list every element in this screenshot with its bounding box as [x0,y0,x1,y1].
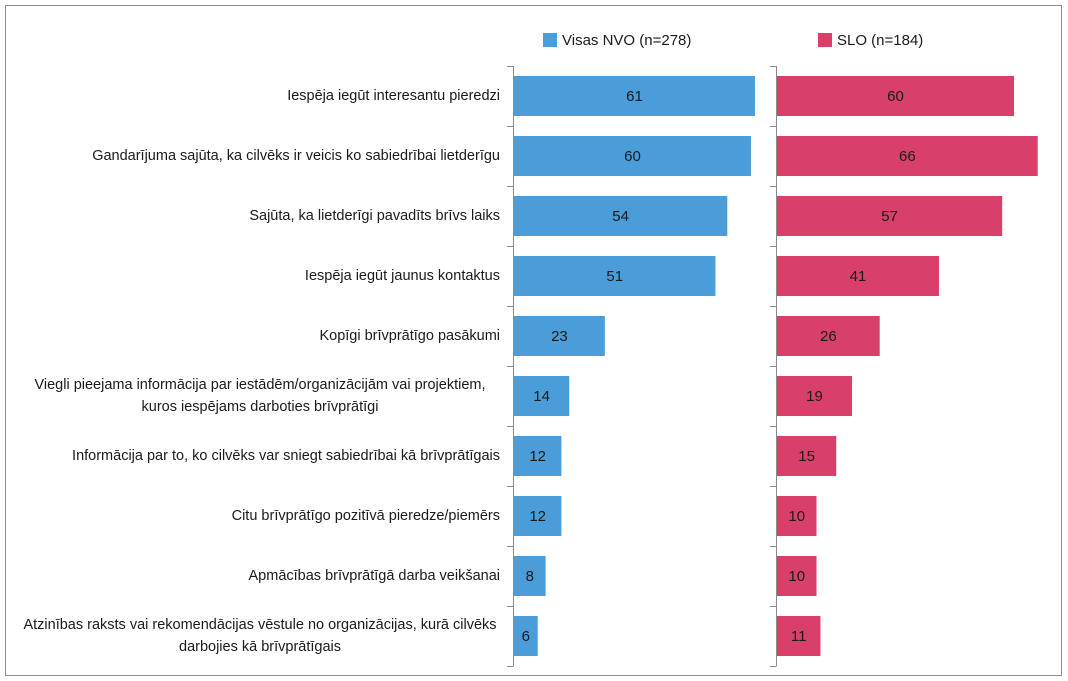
category-label: Sajūta, ka lietderīgi pavadīts brīvs lai… [249,208,500,224]
bar [777,316,880,356]
chart-border [5,5,1062,676]
bar [514,256,716,296]
bar [514,556,546,596]
bar [777,436,837,476]
value-label: 57 [881,208,898,225]
value-label: 41 [850,268,867,285]
bar [777,76,1014,116]
category-label: Apmācības brīvprātīgā darba veikšanai [248,568,500,584]
value-label: 61 [626,88,643,105]
value-label: 12 [529,448,546,465]
bar [514,376,570,416]
value-label: 66 [899,148,916,165]
value-label: 60 [887,88,904,105]
value-label: 6 [522,628,530,645]
category-label-box: Kopīgi brīvprātīgo pasākumi [20,306,500,366]
bar [514,496,562,536]
value-label: 12 [529,508,546,525]
value-label: 14 [533,388,550,405]
bar [777,196,1003,236]
bar [514,316,605,356]
category-label: Iespēja iegūt interesantu pieredzi [287,88,500,104]
legend-label: SLO (n=184) [837,32,923,49]
category-label-box: Atzinības raksts vai rekomendācijas vēst… [20,606,500,666]
category-label: Iespēja iegūt jaunus kontaktus [304,268,500,284]
category-label: Viegli pieejama informācija par iestādēm… [34,377,486,415]
legend-label: Visas NVO (n=278) [562,32,691,49]
category-label: Gandarījuma sajūta, ka cilvēks ir veicis… [92,148,500,164]
bar [777,376,853,416]
value-label: 26 [820,328,837,345]
category-label: Citu brīvprātīgo pozitīvā pieredze/piemē… [231,508,500,524]
category-label-box: Informācija par to, ko cilvēks var snieg… [20,426,500,486]
category-label-box: Sajūta, ka lietderīgi pavadīts brīvs lai… [20,186,500,246]
value-label: 60 [624,148,641,165]
bar [514,76,755,116]
bar [514,136,751,176]
value-label: 15 [798,448,815,465]
bar [777,136,1038,176]
bar [777,496,817,536]
bar [514,436,562,476]
category-label: Kopīgi brīvprātīgo pasākumi [319,328,500,344]
category-label-box: Iespēja iegūt interesantu pieredzi [20,66,500,126]
category-label-box: Gandarījuma sajūta, ka cilvēks ir veicis… [20,126,500,186]
value-label: 10 [788,568,805,585]
bar [777,256,939,296]
category-label-box: Apmācības brīvprātīgā darba veikšanai [20,546,500,606]
category-label: Atzinības raksts vai rekomendācijas vēst… [23,617,497,655]
value-label: 19 [806,388,823,405]
value-label: 11 [791,628,807,645]
bar [514,616,538,656]
value-label: 54 [612,208,629,225]
value-label: 51 [606,268,623,285]
category-label: Informācija par to, ko cilvēks var snieg… [72,448,500,464]
value-label: 10 [788,508,805,525]
bar [514,196,728,236]
category-label-box: Citu brīvprātīgo pozitīvā pieredze/piemē… [20,486,500,546]
legend-swatch [818,33,832,47]
legend-swatch [543,33,557,47]
value-label: 8 [526,568,534,585]
category-label-box: Viegli pieejama informācija par iestādēm… [20,366,500,426]
value-label: 23 [551,328,568,345]
bar [777,616,821,656]
category-label-box: Iespēja iegūt jaunus kontaktus [20,246,500,306]
bar [777,556,817,596]
